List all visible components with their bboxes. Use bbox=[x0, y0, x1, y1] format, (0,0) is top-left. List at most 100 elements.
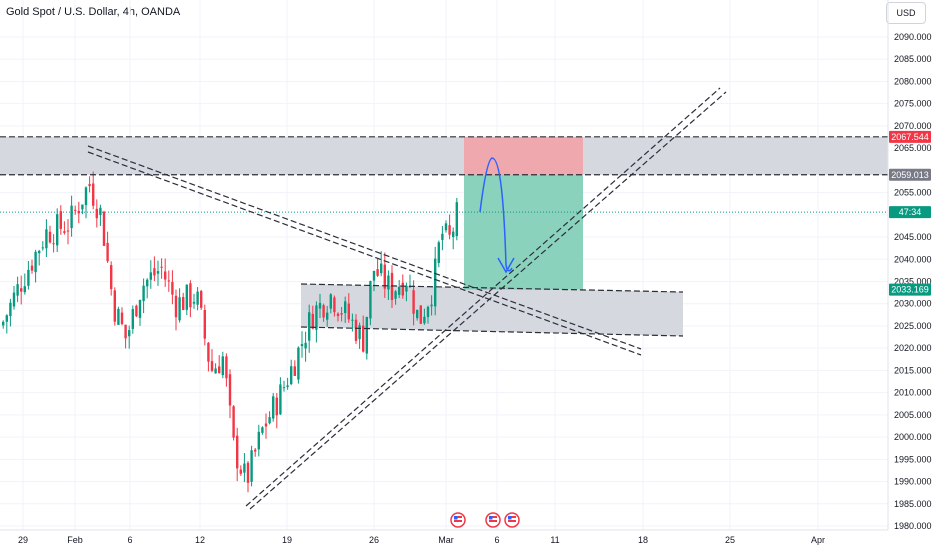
candle bbox=[218, 355, 221, 374]
candle bbox=[63, 221, 66, 235]
y-tick-label: 2070.000 bbox=[894, 121, 932, 131]
x-tick-label: Apr bbox=[811, 535, 825, 545]
x-tick-label: 11 bbox=[550, 535, 559, 545]
y-tick-label: 2045.000 bbox=[894, 232, 932, 242]
x-axis: 29 Feb 6 12 19 26 Mar 6 11 18 25 Apr bbox=[0, 529, 888, 545]
candle bbox=[365, 316, 368, 360]
candle bbox=[200, 289, 203, 310]
candle bbox=[336, 312, 340, 322]
y-tick-label: 2080.000 bbox=[894, 76, 932, 86]
candle bbox=[257, 424, 260, 457]
candle bbox=[27, 260, 30, 290]
candle bbox=[448, 214, 451, 240]
candle bbox=[437, 240, 440, 268]
ascending-trendline-lower bbox=[249, 91, 727, 510]
trend-lines bbox=[0, 87, 888, 510]
candle bbox=[92, 171, 95, 210]
chart-title: Gold Spot / U.S. Dollar, 4h, OANDA bbox=[6, 6, 181, 18]
candle bbox=[405, 282, 408, 302]
candle bbox=[383, 252, 386, 298]
candle bbox=[416, 309, 419, 321]
x-tick-label: 29 bbox=[18, 535, 28, 545]
candle bbox=[293, 360, 296, 376]
candle bbox=[81, 204, 84, 215]
candle bbox=[232, 405, 235, 441]
candle bbox=[304, 331, 307, 362]
candle bbox=[153, 256, 156, 282]
candle bbox=[74, 205, 77, 215]
candle bbox=[300, 331, 304, 358]
candle bbox=[16, 276, 19, 303]
x-tick-label: 6 bbox=[127, 535, 132, 545]
candle bbox=[128, 325, 131, 349]
candle bbox=[207, 342, 210, 372]
y-tick-label: 2010.000 bbox=[894, 388, 932, 398]
candle bbox=[340, 307, 343, 322]
svg-text:2033.169: 2033.169 bbox=[891, 285, 929, 295]
candle bbox=[210, 349, 214, 373]
candle bbox=[239, 465, 242, 476]
candle bbox=[455, 197, 458, 241]
candle bbox=[261, 426, 264, 435]
candle bbox=[264, 413, 268, 439]
candle bbox=[358, 322, 361, 349]
price-labels: 2067.544 2059.013 47:34 2033.169 bbox=[889, 130, 931, 296]
candle bbox=[9, 298, 12, 327]
candle bbox=[156, 260, 160, 286]
candle bbox=[236, 427, 239, 482]
candle bbox=[347, 293, 350, 323]
candle bbox=[113, 287, 116, 326]
candle bbox=[272, 393, 275, 422]
candle bbox=[88, 176, 91, 193]
candle bbox=[362, 315, 365, 353]
currency-button[interactable]: USD bbox=[886, 2, 926, 24]
candle bbox=[452, 227, 455, 250]
y-tick-label: 2055.000 bbox=[894, 188, 932, 198]
support-zone-bottom bbox=[300, 326, 684, 337]
candle bbox=[167, 270, 170, 292]
candle bbox=[326, 305, 329, 327]
candle bbox=[117, 306, 120, 325]
candle bbox=[102, 210, 106, 247]
x-tick-label: 12 bbox=[195, 535, 205, 545]
svg-text:47:34: 47:34 bbox=[899, 207, 922, 217]
svg-text:2067.544: 2067.544 bbox=[891, 132, 929, 142]
candle bbox=[441, 226, 444, 251]
candle bbox=[426, 305, 430, 324]
arrow-head bbox=[497, 257, 515, 274]
support-zone-top bbox=[300, 283, 684, 293]
candle bbox=[322, 303, 325, 322]
y-axis: 2090.000 2085.000 2080.000 2075.000 2070.000… bbox=[887, 0, 932, 531]
candle bbox=[380, 251, 383, 277]
us-event-icon bbox=[450, 512, 466, 528]
y-tick-label: 1985.000 bbox=[894, 499, 932, 509]
candle bbox=[192, 293, 196, 309]
take-profit-box bbox=[464, 174, 583, 290]
candle bbox=[95, 199, 98, 228]
candle bbox=[149, 260, 152, 289]
candle bbox=[178, 288, 181, 323]
candle bbox=[394, 290, 397, 305]
y-tick-label: 2090.000 bbox=[894, 32, 932, 42]
candle bbox=[99, 204, 102, 226]
candle bbox=[38, 249, 41, 266]
candle bbox=[225, 353, 228, 387]
candle bbox=[268, 411, 271, 425]
candle bbox=[48, 225, 52, 244]
candle bbox=[275, 393, 278, 429]
candle bbox=[174, 289, 178, 331]
price-label: 2033.169 bbox=[889, 283, 931, 296]
x-tick-label: 19 bbox=[282, 535, 292, 545]
candle bbox=[41, 241, 44, 251]
candle bbox=[30, 259, 34, 274]
descending-trendline-upper bbox=[87, 145, 642, 350]
y-tick-label: 2015.000 bbox=[894, 365, 932, 375]
candle bbox=[185, 284, 188, 316]
y-tick-label: 2035.000 bbox=[894, 277, 932, 287]
candle bbox=[5, 314, 8, 334]
y-tick-label: 1990.000 bbox=[894, 477, 932, 487]
candle bbox=[315, 301, 318, 343]
candle bbox=[354, 314, 358, 344]
